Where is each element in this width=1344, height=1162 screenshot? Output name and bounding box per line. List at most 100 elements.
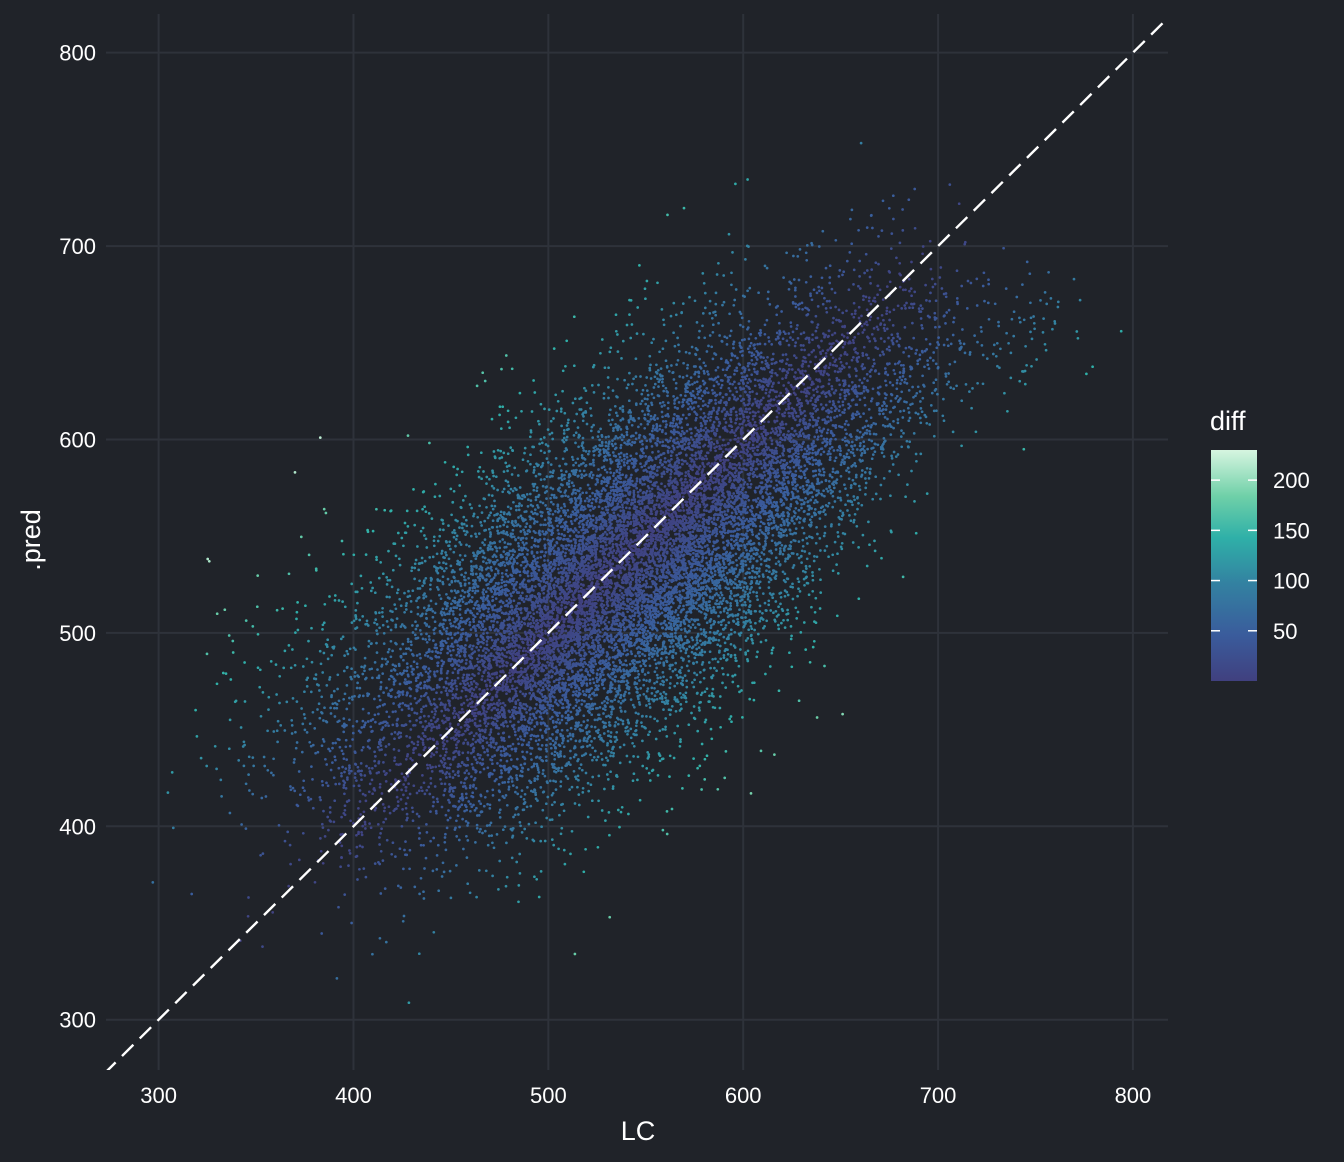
data-point [801,569,805,573]
data-point [674,631,677,635]
data-point [811,589,815,593]
data-point [480,568,484,572]
data-point [528,492,532,496]
data-point [594,483,598,486]
data-point [857,597,861,601]
data-point [783,594,787,598]
data-point [814,494,818,497]
data-point [508,513,512,516]
data-point [649,637,653,641]
data-point [544,523,547,527]
data-point [468,891,472,895]
data-point [744,603,747,607]
data-point [506,542,510,546]
data-point [393,542,397,546]
data-point [919,407,923,410]
data-point [548,736,552,740]
data-point [840,547,844,551]
data-point [889,494,892,498]
data-point [717,614,720,618]
data-point [968,350,972,354]
data-point [886,417,889,421]
data-point [889,529,893,533]
data-point [549,746,553,750]
data-point [350,621,354,624]
data-point [712,622,715,626]
data-point [466,445,470,449]
data-point [456,467,459,471]
data-point [766,575,770,579]
data-point [836,572,840,575]
data-point [283,649,287,653]
data-point [607,749,610,753]
data-point [482,551,486,555]
data-point [470,569,474,573]
data-point [798,521,801,524]
data-point [701,312,705,315]
data-point [803,476,807,480]
data-point [403,591,406,595]
data-point [741,562,745,566]
data-point [477,475,481,479]
data-point [458,608,462,611]
data-point [479,810,483,814]
data-point [790,665,794,669]
data-point [828,473,832,477]
data-point [541,530,544,533]
data-point [700,788,703,791]
data-point [483,556,487,560]
data-point [892,406,895,410]
data-point [676,613,680,617]
data-point [914,394,917,398]
data-point [598,438,601,442]
data-point [476,470,480,473]
data-point [849,519,853,523]
data-point [653,717,656,721]
data-point [616,428,620,432]
data-point [370,667,374,671]
data-point [304,604,307,608]
data-point [1075,330,1079,333]
data-point [679,649,683,653]
data-point [856,495,859,499]
data-point [688,645,691,648]
data-point [326,657,330,661]
data-point [319,662,323,666]
data-point [911,385,914,389]
data-point [710,316,714,320]
data-point [765,564,768,568]
data-point [566,734,570,738]
data-point [406,637,410,641]
data-point [470,600,474,604]
data-point [444,551,447,554]
data-point [1047,270,1050,274]
data-point [646,406,649,410]
data-point [757,569,761,573]
data-point [665,656,668,659]
data-point [448,540,452,544]
data-point [722,300,726,304]
data-point [654,737,658,741]
data-point [574,461,578,465]
data-point [738,341,742,345]
data-point [743,593,747,596]
data-point [660,626,664,630]
data-point [369,589,373,593]
data-point [602,687,606,690]
data-point [703,650,707,654]
data-point [598,734,602,737]
data-point [647,409,651,413]
data-point [1012,310,1016,314]
data-point [565,435,569,439]
data-point [615,738,619,742]
data-point [755,579,759,583]
data-point [750,580,753,583]
data-point [629,299,633,302]
data-point [399,647,402,651]
data-point [348,718,351,722]
data-point [247,755,251,759]
data-point [401,642,405,646]
data-point [194,708,197,712]
data-point [961,328,964,331]
data-point [361,615,365,618]
